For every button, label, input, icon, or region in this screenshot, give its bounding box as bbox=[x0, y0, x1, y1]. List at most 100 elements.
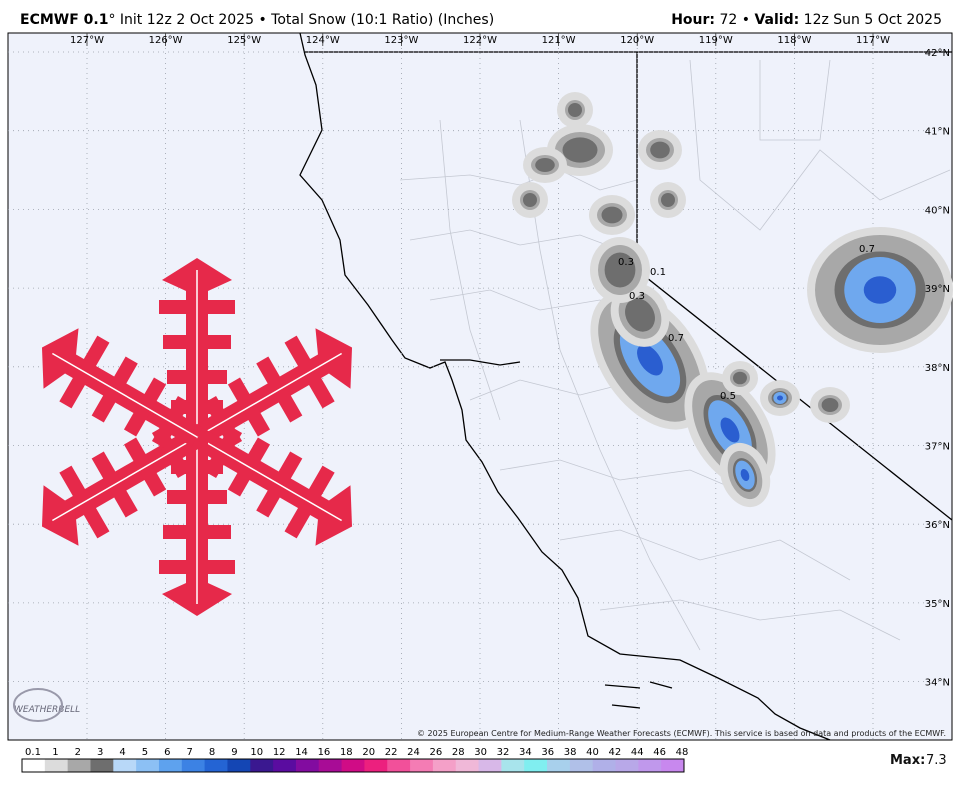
lon-label: 117°W bbox=[856, 35, 890, 46]
lon-label: 119°W bbox=[699, 35, 733, 46]
model: ECMWF 0.1 bbox=[20, 12, 109, 28]
lon-label: 127°W bbox=[70, 35, 104, 46]
colorbar-label: 4 bbox=[119, 747, 125, 758]
snow-dark bbox=[535, 158, 555, 172]
colorbar-swatch bbox=[478, 759, 502, 772]
colorbar-label: 6 bbox=[164, 747, 170, 758]
flake-arm bbox=[191, 328, 353, 449]
colorbar-swatch bbox=[547, 759, 571, 772]
degree: ° bbox=[108, 12, 116, 28]
colorbar-swatch bbox=[181, 759, 206, 772]
logo-text: WEATHERBELL bbox=[14, 705, 80, 715]
product: Total Snow (10:1 Ratio) (Inches) bbox=[271, 12, 495, 28]
valid-label: Valid: bbox=[754, 12, 800, 28]
lon-label: 123°W bbox=[384, 35, 418, 46]
snow-dark bbox=[568, 103, 582, 117]
contour-label: 0.1 bbox=[650, 267, 666, 278]
colorbar-swatch bbox=[90, 759, 114, 772]
colorbar-swatch bbox=[432, 759, 457, 772]
flake-arm bbox=[159, 437, 235, 616]
colorbar: 0.1 1 2 3 4 5 6 7 8 9 10 12 14 16 18 20 22 24 26 28 30 32 34 36… bbox=[21, 747, 688, 773]
colorbar-label: 16 bbox=[318, 747, 331, 758]
lat-label: 41°N bbox=[925, 127, 950, 138]
colorbar-swatch bbox=[638, 759, 662, 772]
colorbar-label: 18 bbox=[340, 747, 353, 758]
contour-label: 0.3 bbox=[629, 291, 645, 302]
colorbar-label: 38 bbox=[564, 747, 577, 758]
snow-dark bbox=[523, 193, 537, 207]
contour-label: 0.7 bbox=[668, 333, 684, 344]
snow-dark bbox=[821, 398, 839, 412]
colorbar-label: 20 bbox=[362, 747, 375, 758]
flake-arm bbox=[41, 328, 203, 449]
colorbar-swatch bbox=[455, 759, 480, 772]
colorbar-label: 42 bbox=[609, 747, 622, 758]
snow-dark bbox=[650, 141, 670, 159]
contour-label: 0.3 bbox=[618, 257, 634, 268]
lon-label: 121°W bbox=[542, 35, 576, 46]
valid: 12z Sun 5 Oct 2025 bbox=[803, 12, 942, 28]
lat-label: 42°N bbox=[925, 48, 950, 59]
lat-label: 34°N bbox=[925, 678, 950, 689]
colorbar-swatch bbox=[22, 759, 46, 772]
lat-label: 39°N bbox=[925, 284, 950, 295]
lon-label: 125°W bbox=[227, 35, 261, 46]
snow-dark bbox=[625, 298, 655, 332]
colorbar-label: 7 bbox=[186, 747, 192, 758]
lon-label: 124°W bbox=[306, 35, 340, 46]
snow-dark bbox=[733, 371, 747, 385]
colorbar-label: 28 bbox=[452, 747, 465, 758]
colorbar-swatch bbox=[341, 759, 365, 772]
colorbar-label: 36 bbox=[541, 747, 554, 758]
colorbar-label: 44 bbox=[631, 747, 644, 758]
colorbar-label: 8 bbox=[209, 747, 215, 758]
colorbar-label: 9 bbox=[231, 747, 237, 758]
arm-line bbox=[51, 352, 198, 438]
colorbar-label: 5 bbox=[142, 747, 148, 758]
colorbar-label: 14 bbox=[295, 747, 308, 758]
logo-ring bbox=[13, 688, 63, 722]
colorbar-label: 34 bbox=[519, 747, 532, 758]
snow-deep bbox=[720, 417, 740, 443]
snow-field bbox=[512, 92, 953, 508]
snow-deep bbox=[637, 344, 663, 376]
colorbar-label: 46 bbox=[653, 747, 666, 758]
colorbar-swatch bbox=[204, 759, 228, 772]
colorbar-swatch bbox=[410, 759, 434, 772]
lon-label: 120°W bbox=[620, 35, 654, 46]
graticule bbox=[8, 33, 952, 740]
init: Init 12z 2 Oct 2025 bbox=[119, 12, 254, 28]
colorbar-label: 0.1 bbox=[25, 747, 41, 758]
lon-label: 126°W bbox=[149, 35, 183, 46]
colorbar-swatch bbox=[250, 759, 274, 772]
colorbar-swatch bbox=[615, 759, 639, 772]
logo-snowflake bbox=[41, 258, 353, 616]
snow-deep bbox=[777, 395, 783, 401]
colorbar-label: 3 bbox=[97, 747, 103, 758]
hour-label: Hour: bbox=[671, 12, 716, 28]
colorbar-swatch bbox=[44, 759, 69, 772]
colorbar-frame bbox=[21, 758, 685, 773]
lat-label: 36°N bbox=[925, 520, 950, 531]
colorbar-label: 22 bbox=[385, 747, 398, 758]
hour: 72 bbox=[719, 12, 738, 28]
colorbar-swatch bbox=[318, 759, 343, 772]
colorbar-label: 12 bbox=[273, 747, 286, 758]
lon-label: 122°W bbox=[463, 35, 497, 46]
colorbar-swatch bbox=[387, 759, 411, 772]
max-label: Max: bbox=[890, 753, 925, 768]
colorbar-swatch bbox=[661, 759, 685, 772]
colorbar-label: 2 bbox=[75, 747, 81, 758]
max-value: 7.3 bbox=[926, 753, 947, 768]
contour-label: 0.5 bbox=[720, 391, 736, 402]
colorbar-swatch bbox=[295, 759, 320, 772]
lat-label: 37°N bbox=[925, 442, 950, 453]
header: ECMWF 0.1° Init 12z 2 Oct 2025 • Total S… bbox=[0, 0, 960, 32]
colorbar-swatch bbox=[569, 759, 594, 772]
arm-line bbox=[196, 436, 343, 522]
flake-arm bbox=[159, 258, 235, 437]
colorbar-swatch bbox=[592, 759, 617, 772]
flake-arm bbox=[41, 425, 203, 546]
snow-dark bbox=[661, 193, 675, 207]
lat-label: 40°N bbox=[925, 205, 950, 216]
